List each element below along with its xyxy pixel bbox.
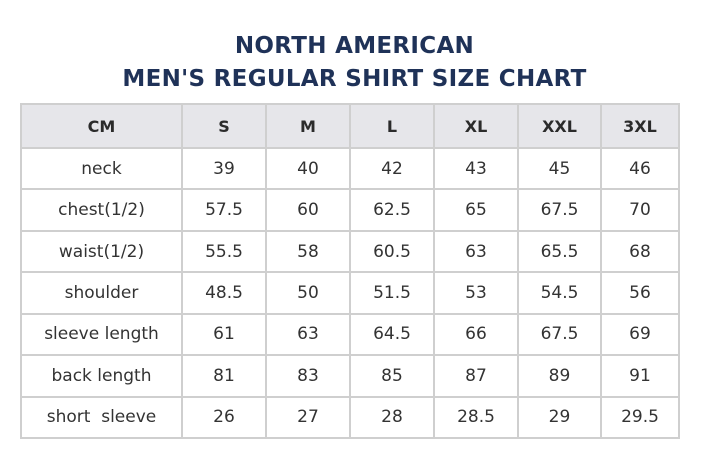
table-cell: 43	[433, 146, 519, 191]
table-cell: 62.5	[349, 188, 435, 232]
table-cell: 87	[433, 354, 519, 398]
row-label: neck	[20, 146, 183, 191]
row-label: waist(1/2)	[20, 229, 183, 274]
table-cell: 91	[600, 354, 680, 398]
row-label: sleeve length	[20, 312, 183, 357]
table-cell: 66	[433, 312, 519, 357]
table-cell: 63	[433, 229, 519, 274]
table-row: short sleeve 26 27 28 28.5 29 29.5	[20, 395, 680, 440]
table-cell: 28	[349, 395, 435, 440]
table-cell: 89	[517, 354, 602, 398]
size-chart-table: CM S M L XL XXL 3XL neck 39 40 42 43 45 …	[20, 103, 680, 440]
table-cell: 65.5	[517, 229, 602, 274]
header-size-xl: XL	[433, 103, 519, 149]
table-cell: 55.5	[181, 229, 267, 274]
table-cell: 29	[517, 395, 602, 440]
row-label: chest(1/2)	[20, 188, 183, 232]
header-size-s: S	[181, 103, 267, 149]
table-row: waist(1/2) 55.5 58 60.5 63 65.5 68	[20, 229, 680, 274]
table-cell: 53	[433, 271, 519, 315]
table-cell: 51.5	[349, 271, 435, 315]
table-cell: 70	[600, 188, 680, 232]
table-cell: 26	[181, 395, 267, 440]
table-cell: 28.5	[433, 395, 519, 440]
table-cell: 85	[349, 354, 435, 398]
table-cell: 61	[181, 312, 267, 357]
table-cell: 58	[265, 229, 351, 274]
table-cell: 29.5	[600, 395, 680, 440]
header-size-l: L	[349, 103, 435, 149]
chart-title-line-1: NORTH AMERICAN	[234, 33, 475, 59]
header-size-m: M	[265, 103, 351, 149]
table-cell: 45	[517, 146, 602, 191]
table-cell: 64.5	[349, 312, 435, 357]
row-label: shoulder	[20, 271, 183, 315]
row-label: back length	[20, 354, 183, 398]
table-cell: 69	[600, 312, 680, 357]
table-cell: 42	[349, 146, 435, 191]
header-unit: CM	[20, 103, 183, 149]
header-size-3xl: 3XL	[600, 103, 680, 149]
table-cell: 67.5	[517, 188, 602, 232]
header-row: CM S M L XL XXL 3XL	[20, 103, 680, 149]
table-cell: 40	[265, 146, 351, 191]
chart-title-line-2: MEN'S REGULAR SHIRT SIZE CHART	[122, 66, 587, 92]
table-cell: 56	[600, 271, 680, 315]
table-row: chest(1/2) 57.5 60 62.5 65 67.5 70	[20, 188, 680, 232]
table-cell: 57.5	[181, 188, 267, 232]
table-cell: 68	[600, 229, 680, 274]
table-cell: 81	[181, 354, 267, 398]
header-size-xxl: XXL	[517, 103, 602, 149]
table-cell: 27	[265, 395, 351, 440]
table-row: neck 39 40 42 43 45 46	[20, 146, 680, 191]
table-cell: 50	[265, 271, 351, 315]
table-cell: 46	[600, 146, 680, 191]
row-label: short sleeve	[20, 395, 183, 440]
table-row: sleeve length 61 63 64.5 66 67.5 69	[20, 312, 680, 357]
table-cell: 48.5	[181, 271, 267, 315]
table-cell: 60.5	[349, 229, 435, 274]
table-cell: 67.5	[517, 312, 602, 357]
table-cell: 83	[265, 354, 351, 398]
table-cell: 60	[265, 188, 351, 232]
table-cell: 54.5	[517, 271, 602, 315]
table-row: back length 81 83 85 87 89 91	[20, 354, 680, 398]
table-cell: 65	[433, 188, 519, 232]
table-row: shoulder 48.5 50 51.5 53 54.5 56	[20, 271, 680, 315]
table-cell: 63	[265, 312, 351, 357]
table-cell: 39	[181, 146, 267, 191]
